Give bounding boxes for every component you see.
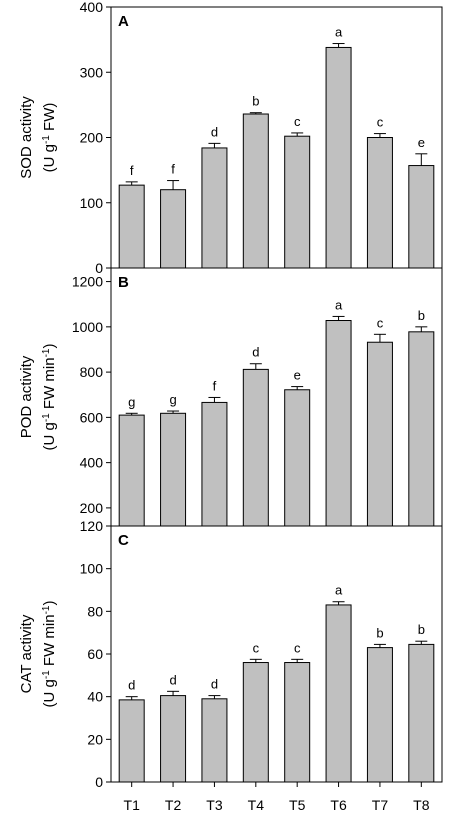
y-tick-label: 1200 xyxy=(72,274,103,290)
significance-letter: d xyxy=(128,678,135,693)
y-tick-label: 200 xyxy=(80,130,104,146)
bar xyxy=(201,401,228,527)
bar xyxy=(118,184,145,269)
significance-letter: c xyxy=(253,640,260,655)
significance-letter: f xyxy=(213,378,217,393)
bar xyxy=(284,135,311,269)
significance-letter: f xyxy=(171,162,175,177)
significance-letter: d xyxy=(211,124,218,139)
significance-letter: b xyxy=(418,308,425,323)
significance-letter: e xyxy=(418,135,425,150)
y-tick-label: 200 xyxy=(80,500,104,516)
significance-letter: b xyxy=(376,625,383,640)
y-tick-label: 1000 xyxy=(72,319,103,335)
y-tick-label: 100 xyxy=(80,195,104,211)
bar xyxy=(201,147,228,269)
y-tick-label: 120 xyxy=(80,518,104,534)
y-tick-label: 20 xyxy=(87,731,103,747)
y-axis-title-line2: (U g-1 FW min-1) xyxy=(41,344,59,451)
x-tick-label: T3 xyxy=(206,797,223,813)
significance-letter: d xyxy=(252,345,259,360)
y-axis-title-line1: CAT activity xyxy=(18,614,35,693)
y-axis-title-line2: (U g-1 FW min-1) xyxy=(41,601,59,708)
bar xyxy=(242,113,269,269)
bar xyxy=(325,320,352,527)
panel-a: 0 100 200 300 400 A SOD activity (U g-1 FW) f f d b… xyxy=(18,0,443,276)
bar xyxy=(201,698,228,783)
significance-letter: a xyxy=(335,25,343,40)
bar xyxy=(408,165,435,269)
bar xyxy=(366,137,393,269)
panel-letter: B xyxy=(118,274,129,291)
x-tick-label: T2 xyxy=(165,797,182,813)
bar xyxy=(242,662,269,783)
x-tick-label: T6 xyxy=(330,797,347,813)
significance-letter: g xyxy=(128,394,135,409)
bar xyxy=(118,414,145,527)
significance-letter: b xyxy=(418,622,425,637)
significance-letter: c xyxy=(377,115,384,130)
x-tick-label: T5 xyxy=(289,797,306,813)
bar xyxy=(408,643,435,783)
bar xyxy=(160,695,187,783)
y-axis-title-line1: SOD activity xyxy=(18,96,35,179)
bar xyxy=(160,412,187,527)
y-tick-label: 800 xyxy=(80,364,104,380)
bar xyxy=(118,699,145,783)
panel-c: 0 20 40 60 80 100 C CAT activity (U g-1 FW min-1… xyxy=(18,525,443,813)
y-tick-label: 0 xyxy=(95,774,103,790)
panel-letter: C xyxy=(118,532,129,549)
significance-letter: f xyxy=(130,163,134,178)
bar xyxy=(366,341,393,527)
bar xyxy=(325,46,352,269)
x-tick-label: T8 xyxy=(413,797,430,813)
significance-letter: b xyxy=(252,94,259,109)
bar xyxy=(408,331,435,527)
significance-letter: g xyxy=(169,392,176,407)
y-tick-label: 40 xyxy=(87,689,103,705)
y-tick-label: 600 xyxy=(80,409,104,425)
x-tick-label: T1 xyxy=(124,797,141,813)
y-tick-label: 60 xyxy=(87,646,103,662)
y-tick-label: 100 xyxy=(80,561,104,577)
y-axis-title-line2: (U g-1 FW) xyxy=(41,103,59,173)
significance-letter: a xyxy=(335,583,343,598)
panel-letter: A xyxy=(118,13,129,30)
y-tick-label: 400 xyxy=(80,0,104,15)
bar xyxy=(242,368,269,527)
bar xyxy=(160,189,187,269)
y-tick-label: 80 xyxy=(87,603,103,619)
bar xyxy=(284,389,311,527)
bar xyxy=(366,647,393,783)
significance-letter: d xyxy=(169,672,176,687)
significance-letter: a xyxy=(335,297,343,312)
significance-letter: c xyxy=(377,315,384,330)
significance-letter: d xyxy=(211,677,218,692)
y-tick-label: 300 xyxy=(80,64,104,80)
y-axis-title-line1: POD activity xyxy=(18,355,35,438)
y-tick-label: 400 xyxy=(80,455,104,471)
y-tick-label: 0 xyxy=(95,260,103,276)
panel-b: 120 200 400 600 800 1000 1200 B POD activity (U g… xyxy=(18,267,443,534)
x-tick-label: T4 xyxy=(248,797,265,813)
significance-letter: e xyxy=(294,368,301,383)
significance-letter: c xyxy=(294,114,301,129)
bar xyxy=(284,662,311,783)
x-tick-label: T7 xyxy=(372,797,389,813)
significance-letter: c xyxy=(294,640,301,655)
bar xyxy=(325,604,352,783)
